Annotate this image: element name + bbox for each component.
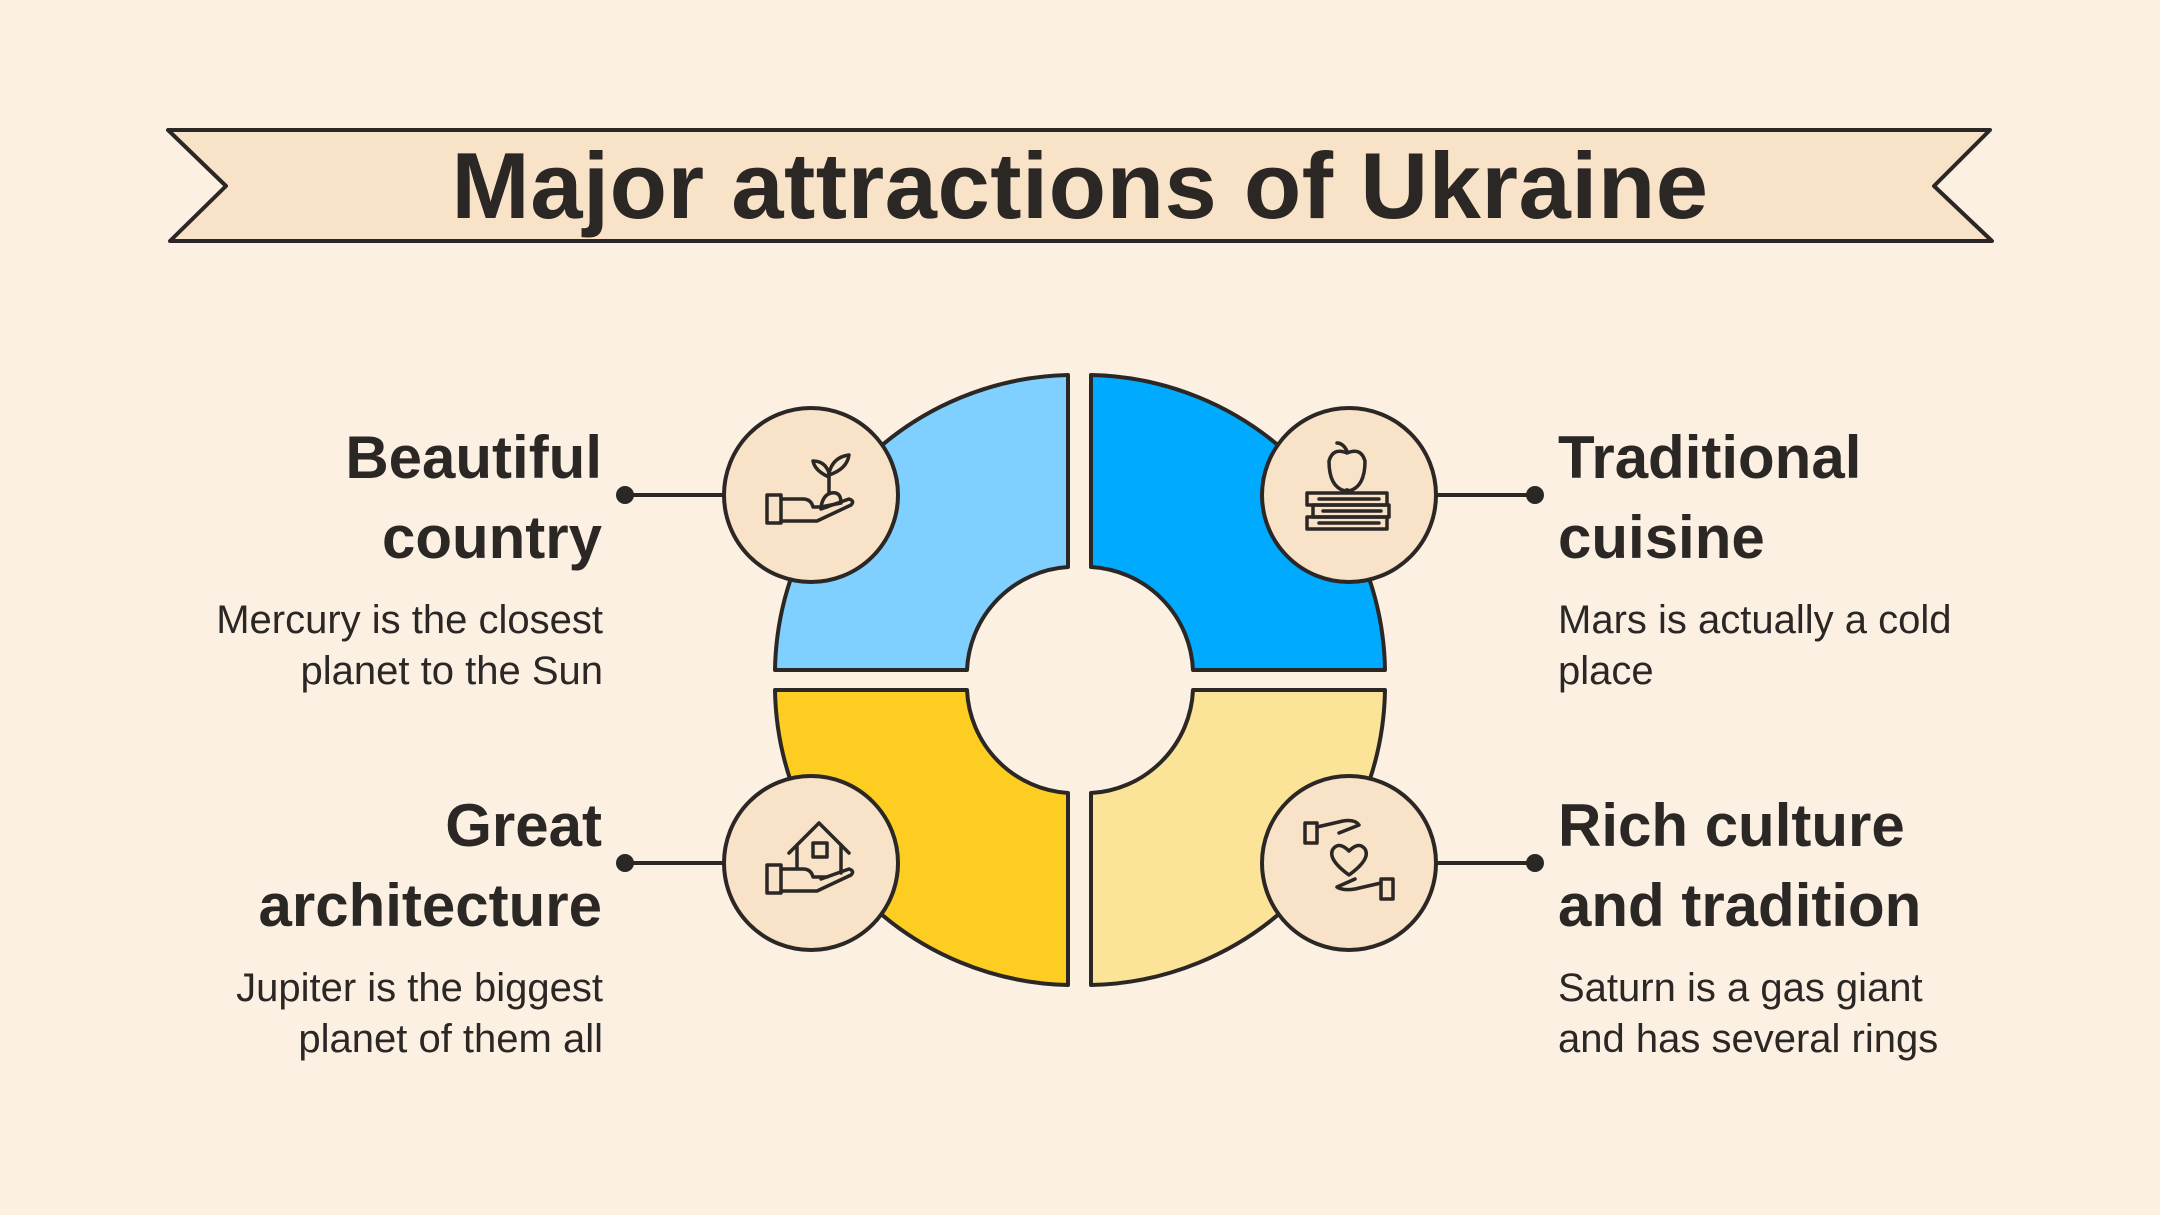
heading-rich-culture: Rich culture and tradition — [1558, 786, 1921, 946]
connector-dot — [616, 854, 634, 872]
heading-line: Rich culture — [1558, 792, 1905, 859]
heading-line: country — [381, 504, 602, 571]
heading-traditional-cuisine: Traditional cuisine — [1558, 418, 1861, 578]
hand-house-icon — [765, 821, 855, 895]
description-line: Mars is actually a cold — [1558, 598, 1952, 642]
heading-line: and tradition — [1558, 872, 1922, 939]
description-line: planet to the Sun — [300, 649, 603, 693]
hands-heart-icon — [1303, 818, 1395, 901]
quadrant-top-left — [773, 373, 1070, 672]
title-ribbon — [166, 128, 1994, 243]
hand-plant-icon — [765, 453, 855, 525]
connector-dot — [616, 486, 634, 504]
description-line: planet of them all — [298, 1017, 603, 1061]
heading-line: cuisine — [1558, 504, 1765, 571]
description-line: Jupiter is the biggest — [236, 966, 603, 1010]
connector-dot — [1526, 854, 1544, 872]
description-line: place — [1558, 649, 1654, 693]
description-traditional-cuisine: Mars is actually a cold place — [1558, 595, 1951, 697]
description-line: Mercury is the closest — [216, 598, 603, 642]
description-line: and has several rings — [1558, 1017, 1939, 1061]
icon-circle-top-right — [1260, 406, 1438, 584]
description-great-architecture: Jupiter is the biggest planet of them al… — [236, 963, 603, 1065]
icon-circle-bottom-left — [722, 774, 900, 952]
heading-line: architecture — [258, 872, 602, 939]
description-rich-culture: Saturn is a gas giant and has several ri… — [1558, 963, 1938, 1065]
heading-beautiful-country: Beautiful country — [345, 418, 602, 578]
books-apple-icon — [1305, 441, 1391, 531]
icon-circle-bottom-right — [1260, 774, 1438, 952]
heading-line: Traditional — [1558, 424, 1862, 491]
page-title: Major attractions of Ukraine — [451, 133, 1709, 238]
description-beautiful-country: Mercury is the closest planet to the Sun — [216, 595, 603, 697]
heading-great-architecture: Great architecture — [259, 786, 602, 946]
description-line: Saturn is a gas giant — [1558, 966, 1923, 1010]
heading-line: Beautiful — [345, 424, 602, 491]
connector-dot — [1526, 486, 1544, 504]
quadrant-top-right — [1089, 373, 1387, 672]
icon-circle-top-left — [722, 406, 900, 584]
heading-line: Great — [445, 792, 602, 859]
